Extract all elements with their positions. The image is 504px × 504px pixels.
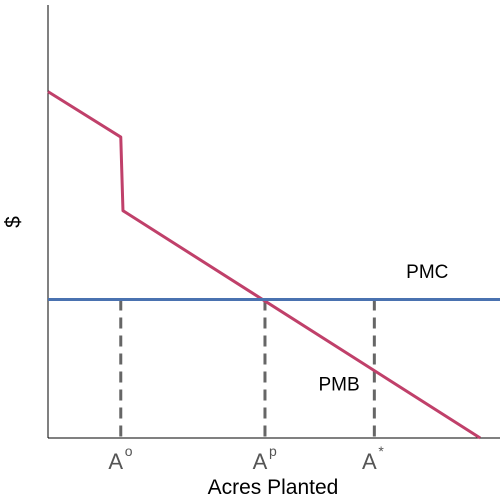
reference-lines <box>119 299 376 438</box>
tick-label-3: A <box>362 449 377 474</box>
tick-label-sup-2: p <box>269 443 277 459</box>
x-axis-title: Acres Planted <box>208 476 339 499</box>
tick-label-sup-3: * <box>378 443 384 459</box>
series-layer <box>47 90 500 440</box>
tick-label-sup-1: o <box>125 443 133 459</box>
curve-label-pmc: PMC <box>406 262 448 283</box>
curve-label-pmb: PMB <box>318 374 359 395</box>
y-axis-title: $ <box>2 216 25 228</box>
tick-label-2: A <box>253 449 268 474</box>
tick-label-1: A <box>108 449 123 474</box>
series-line-pmb <box>47 90 481 440</box>
curve-labels: PMC PMB <box>318 262 448 396</box>
